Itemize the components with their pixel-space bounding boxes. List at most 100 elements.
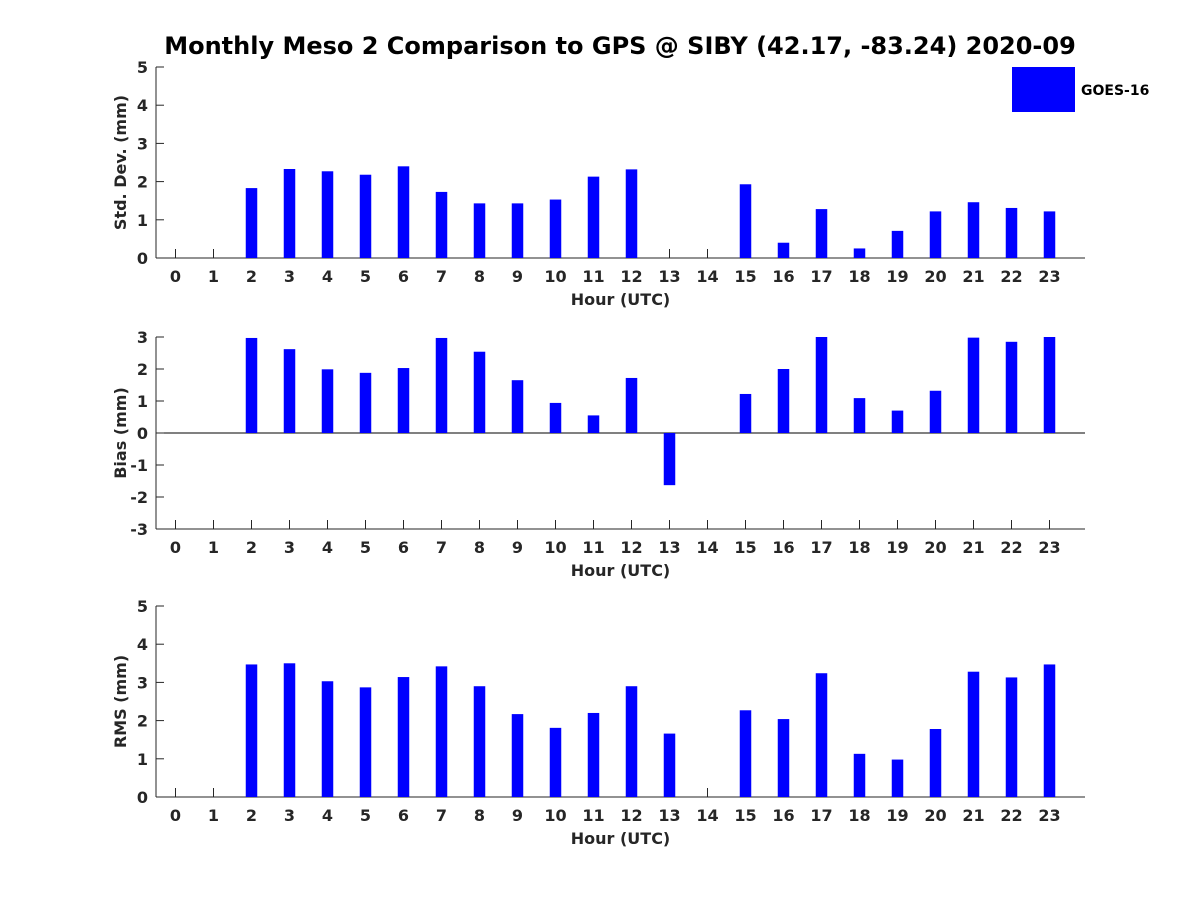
y-tick-label: 0 xyxy=(137,788,148,807)
bar-hour-21 xyxy=(967,671,980,797)
bar-hour-10 xyxy=(549,727,562,797)
x-tick-label: 14 xyxy=(696,806,718,825)
y-axis-label: RMS (mm) xyxy=(111,655,130,748)
x-tick-label: 21 xyxy=(962,538,984,557)
x-tick-label: 2 xyxy=(246,806,257,825)
x-tick-label: 18 xyxy=(848,267,870,286)
x-tick-label: 7 xyxy=(436,538,447,557)
x-tick-label: 10 xyxy=(544,267,566,286)
x-axis-label: Hour (UTC) xyxy=(571,561,671,580)
bar-hour-4 xyxy=(321,369,334,433)
bar-hour-2 xyxy=(245,188,258,258)
bar-hour-23 xyxy=(1043,211,1056,258)
x-tick-label: 23 xyxy=(1038,806,1060,825)
chart-title: Monthly Meso 2 Comparison to GPS @ SIBY … xyxy=(164,32,1076,60)
x-tick-label: 8 xyxy=(474,267,485,286)
x-tick-label: 16 xyxy=(772,267,794,286)
x-tick-label: 18 xyxy=(848,806,870,825)
x-tick-label: 3 xyxy=(284,806,295,825)
y-tick-label: 3 xyxy=(137,673,148,692)
bar-hour-13 xyxy=(663,733,676,797)
y-tick-label: 5 xyxy=(137,58,148,77)
x-tick-label: 0 xyxy=(170,806,181,825)
x-tick-label: 6 xyxy=(398,267,409,286)
y-tick-label: 0 xyxy=(137,424,148,443)
y-tick-label: 1 xyxy=(137,392,148,411)
bar-hour-18 xyxy=(853,398,866,433)
legend-label: GOES-16 xyxy=(1081,83,1149,99)
x-tick-label: 4 xyxy=(322,806,333,825)
x-tick-label: 0 xyxy=(170,267,181,286)
x-tick-label: 9 xyxy=(512,538,523,557)
y-tick-label: -1 xyxy=(130,456,148,475)
y-tick-label: 1 xyxy=(137,211,148,230)
x-tick-label: 8 xyxy=(474,538,485,557)
y-tick-label: 2 xyxy=(137,173,148,192)
bar-hour-12 xyxy=(625,686,638,797)
x-tick-label: 10 xyxy=(544,806,566,825)
bar-hour-18 xyxy=(853,753,866,797)
bar-hour-8 xyxy=(473,203,486,258)
x-tick-label: 22 xyxy=(1000,267,1022,286)
x-tick-label: 6 xyxy=(398,538,409,557)
bar-hour-2 xyxy=(245,664,258,797)
bar-hour-19 xyxy=(891,759,904,797)
x-tick-label: 12 xyxy=(620,267,642,286)
x-tick-label: 12 xyxy=(620,538,642,557)
bar-hour-5 xyxy=(359,372,372,433)
x-tick-label: 17 xyxy=(810,267,832,286)
x-tick-label: 15 xyxy=(734,267,756,286)
x-tick-label: 23 xyxy=(1038,538,1060,557)
y-tick-label: 4 xyxy=(137,96,148,115)
bar-hour-5 xyxy=(359,687,372,797)
bar-hour-19 xyxy=(891,410,904,433)
x-tick-label: 21 xyxy=(962,267,984,286)
y-tick-label: 4 xyxy=(137,635,148,654)
x-tick-label: 18 xyxy=(848,538,870,557)
bar-hour-7 xyxy=(435,666,448,797)
x-tick-label: 8 xyxy=(474,806,485,825)
bar-hour-11 xyxy=(587,712,600,797)
x-tick-label: 14 xyxy=(696,538,718,557)
x-tick-label: 2 xyxy=(246,267,257,286)
x-tick-label: 7 xyxy=(436,806,447,825)
x-tick-label: 9 xyxy=(512,267,523,286)
x-tick-label: 13 xyxy=(658,806,680,825)
x-tick-label: 23 xyxy=(1038,267,1060,286)
x-tick-label: 15 xyxy=(734,538,756,557)
x-tick-label: 4 xyxy=(322,267,333,286)
bar-hour-15 xyxy=(739,393,752,433)
x-tick-label: 7 xyxy=(436,267,447,286)
bar-hour-9 xyxy=(511,203,524,258)
y-tick-label: -2 xyxy=(130,488,148,507)
x-tick-label: 13 xyxy=(658,267,680,286)
bar-hour-6 xyxy=(397,166,410,258)
bar-hour-19 xyxy=(891,230,904,258)
x-tick-label: 3 xyxy=(284,538,295,557)
bar-hour-5 xyxy=(359,174,372,258)
x-tick-label: 19 xyxy=(886,806,908,825)
bar-hour-8 xyxy=(473,686,486,797)
bar-hour-15 xyxy=(739,184,752,258)
bar-hour-6 xyxy=(397,368,410,433)
x-tick-label: 15 xyxy=(734,806,756,825)
x-tick-label: 4 xyxy=(322,538,333,557)
legend: GOES-16 xyxy=(1012,67,1149,112)
bar-hour-16 xyxy=(777,719,790,797)
bar-hour-16 xyxy=(777,369,790,433)
bar-hour-3 xyxy=(283,663,296,797)
x-tick-label: 16 xyxy=(772,538,794,557)
x-tick-label: 3 xyxy=(284,267,295,286)
x-tick-label: 6 xyxy=(398,806,409,825)
y-tick-label: 2 xyxy=(137,360,148,379)
bar-hour-20 xyxy=(929,211,942,258)
bar-hour-16 xyxy=(777,242,790,258)
bar-hour-17 xyxy=(815,337,828,433)
x-tick-label: 17 xyxy=(810,806,832,825)
bar-hour-7 xyxy=(435,337,448,433)
